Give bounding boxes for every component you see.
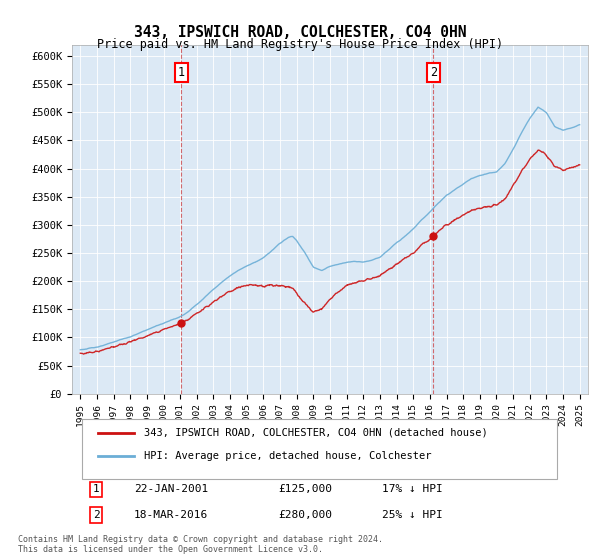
FancyBboxPatch shape: [82, 419, 557, 479]
Text: 25% ↓ HPI: 25% ↓ HPI: [382, 510, 442, 520]
Text: 1: 1: [178, 67, 185, 80]
Text: HPI: Average price, detached house, Colchester: HPI: Average price, detached house, Colc…: [144, 451, 432, 461]
Text: 1: 1: [92, 484, 100, 494]
Text: 2: 2: [430, 67, 437, 80]
Text: Price paid vs. HM Land Registry's House Price Index (HPI): Price paid vs. HM Land Registry's House …: [97, 38, 503, 51]
Text: £280,000: £280,000: [278, 510, 332, 520]
Text: 18-MAR-2016: 18-MAR-2016: [134, 510, 208, 520]
Text: Contains HM Land Registry data © Crown copyright and database right 2024.
This d: Contains HM Land Registry data © Crown c…: [18, 535, 383, 554]
Text: 343, IPSWICH ROAD, COLCHESTER, CO4 0HN: 343, IPSWICH ROAD, COLCHESTER, CO4 0HN: [134, 25, 466, 40]
Text: 343, IPSWICH ROAD, COLCHESTER, CO4 0HN (detached house): 343, IPSWICH ROAD, COLCHESTER, CO4 0HN (…: [144, 427, 488, 437]
Text: 2: 2: [92, 510, 100, 520]
Text: £125,000: £125,000: [278, 484, 332, 494]
Text: 17% ↓ HPI: 17% ↓ HPI: [382, 484, 442, 494]
Text: 22-JAN-2001: 22-JAN-2001: [134, 484, 208, 494]
